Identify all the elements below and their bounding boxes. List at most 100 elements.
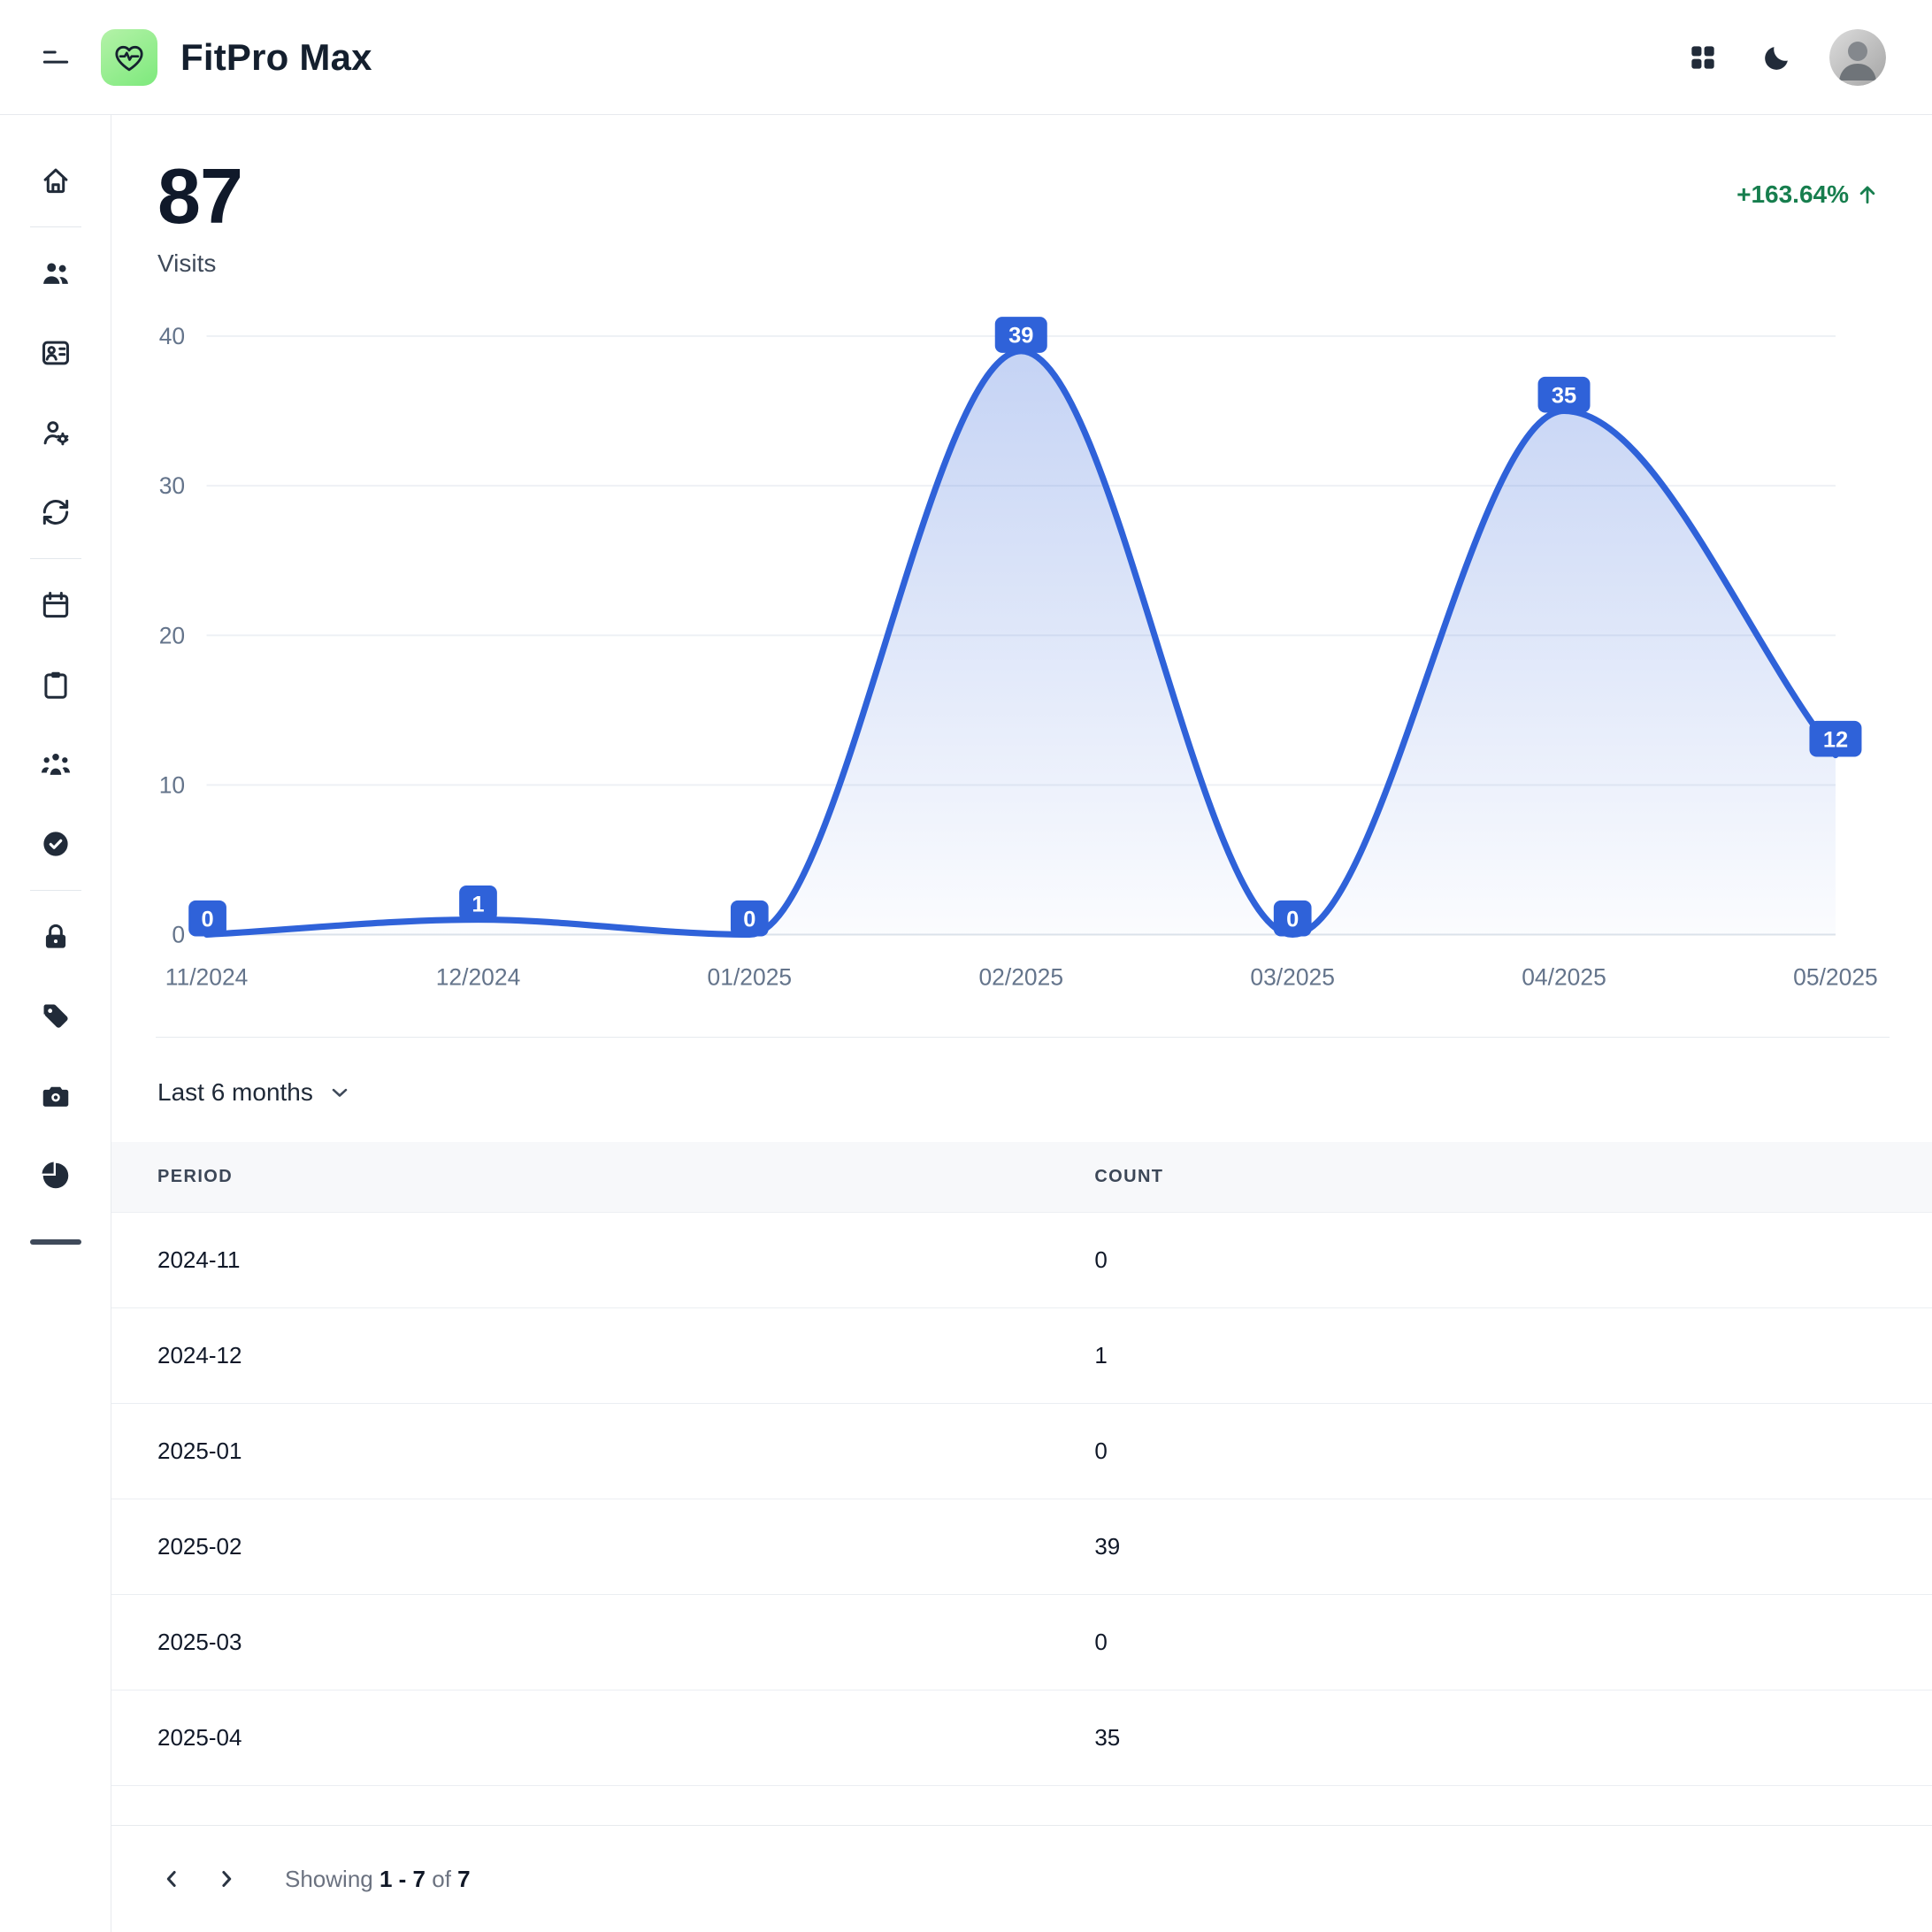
team-icon [41, 753, 70, 775]
user-gear-icon [43, 421, 68, 446]
svg-text:05/2025: 05/2025 [1793, 963, 1878, 990]
apps-button[interactable] [1681, 35, 1725, 80]
prev-page-button[interactable] [150, 1858, 193, 1900]
pagination-range: 1 - 7 [379, 1865, 426, 1892]
sidebar-divider [29, 558, 81, 559]
cell-count: 12 [1094, 1785, 1932, 1790]
svg-text:0: 0 [743, 907, 755, 932]
svg-text:1: 1 [472, 892, 484, 916]
svg-text:0: 0 [1286, 907, 1299, 932]
sidebar-item-check[interactable] [31, 819, 80, 869]
svg-text:03/2025: 03/2025 [1250, 963, 1335, 990]
heart-pulse-icon [115, 45, 143, 71]
svg-text:0: 0 [202, 907, 214, 932]
next-page-button[interactable] [205, 1858, 248, 1900]
cell-period: 2025-04 [111, 1690, 1095, 1786]
avatar-image [1829, 28, 1886, 86]
menu-icon [42, 50, 69, 64]
range-select[interactable]: Last 6 months [111, 1038, 1932, 1142]
chevron-down-icon [332, 1088, 348, 1097]
pagination-status: Showing 1 - 7 of 7 [285, 1865, 471, 1892]
periods-table: Period Count 2024-11 0 2024-12 1 2025-01… [111, 1141, 1932, 1790]
cell-period: 2025-05 [111, 1785, 1095, 1790]
sidebar-item-users[interactable] [31, 249, 80, 298]
active-nav-indicator [29, 1239, 81, 1245]
dark-mode-toggle[interactable] [1755, 35, 1799, 80]
table-row: 2025-02 39 [111, 1499, 1932, 1595]
sidebar-item-team[interactable] [31, 740, 80, 789]
cell-period: 2025-02 [111, 1499, 1095, 1595]
cell-count: 0 [1094, 1212, 1932, 1308]
column-header-period: Period [111, 1141, 1095, 1213]
table-row: 2024-12 1 [111, 1307, 1932, 1404]
visits-chart: 0 10 20 30 40 11/2024 12/2024 01/2025 02/2025 03/… [126, 287, 1890, 1007]
svg-text:04/2025: 04/2025 [1522, 963, 1606, 990]
cell-period: 2025-01 [111, 1403, 1095, 1499]
tag-icon [43, 1004, 68, 1028]
chevron-left-icon [166, 1871, 176, 1887]
main-content: 87 Visits +163.64% 0 10 20 30 40 11/2024 12/20… [111, 115, 1932, 1932]
sidebar-item-lock[interactable] [31, 912, 80, 962]
arrow-up-icon [1859, 186, 1875, 204]
table-body: 2024-11 0 2024-12 1 2025-01 0 2025-02 39… [111, 1212, 1932, 1790]
app-title: FitPro Max [180, 35, 372, 78]
table-row: 2025-01 0 [111, 1403, 1932, 1499]
svg-text:12: 12 [1823, 727, 1848, 752]
column-header-count: Count [1094, 1141, 1932, 1213]
cell-count: 0 [1094, 1403, 1932, 1499]
svg-text:02/2025: 02/2025 [978, 963, 1063, 990]
svg-text:11/2024: 11/2024 [165, 963, 249, 990]
home-icon [43, 168, 67, 194]
camera-icon [42, 1086, 68, 1107]
pagination: Showing 1 - 7 of 7 [111, 1825, 1932, 1932]
sidebar-item-home[interactable] [31, 156, 80, 205]
pie-chart-icon [41, 1162, 68, 1189]
chevron-right-icon [222, 1871, 232, 1887]
topbar: FitPro Max [0, 0, 1932, 115]
apps-grid-icon [1691, 45, 1714, 69]
check-circle-icon [42, 832, 68, 856]
calendar-icon [42, 592, 68, 618]
section-divider [156, 1036, 1890, 1038]
sidebar-divider [29, 890, 81, 891]
cell-period: 2025-03 [111, 1594, 1095, 1690]
range-select-label: Last 6 months [157, 1077, 313, 1106]
cell-count: 1 [1094, 1307, 1932, 1404]
sidebar-item-analytics[interactable] [31, 1151, 80, 1200]
svg-text:0: 0 [172, 922, 185, 948]
cell-period: 2024-12 [111, 1307, 1095, 1404]
table-row: 2025-05 12 [111, 1785, 1932, 1790]
sidebar-item-id-badge[interactable] [31, 328, 80, 378]
cell-count: 39 [1094, 1499, 1932, 1595]
svg-text:40: 40 [159, 323, 185, 349]
svg-text:20: 20 [159, 622, 185, 648]
change-value: +163.64% [1736, 180, 1849, 208]
table-header-row: Period Count [111, 1141, 1932, 1213]
sidebar-item-refresh[interactable] [31, 487, 80, 537]
stats-header: 87 Visits +163.64% [111, 115, 1932, 278]
table-row: 2025-04 35 [111, 1690, 1932, 1786]
sidebar-item-calendar[interactable] [31, 580, 80, 630]
sidebar-item-tag[interactable] [31, 992, 80, 1041]
sidebar-item-user-settings[interactable] [31, 408, 80, 457]
table-row: 2025-03 0 [111, 1594, 1932, 1690]
user-avatar[interactable] [1829, 28, 1886, 86]
id-badge-icon [42, 341, 69, 365]
svg-text:39: 39 [1008, 324, 1033, 349]
svg-text:30: 30 [159, 472, 185, 499]
clipboard-icon [43, 671, 67, 699]
lock-icon [45, 924, 65, 948]
visits-label: Visits [157, 249, 217, 277]
svg-text:01/2025: 01/2025 [708, 963, 793, 990]
sidebar-item-camera[interactable] [31, 1071, 80, 1121]
sidebar-divider [29, 226, 81, 227]
users-icon [42, 263, 68, 284]
moon-icon [1765, 46, 1788, 70]
sidebar-item-clipboard[interactable] [31, 660, 80, 709]
refresh-icon [42, 499, 68, 525]
menu-button[interactable] [34, 35, 78, 80]
visits-count: 87 [157, 152, 243, 240]
app-logo [101, 28, 157, 86]
table-row: 2024-11 0 [111, 1212, 1932, 1308]
